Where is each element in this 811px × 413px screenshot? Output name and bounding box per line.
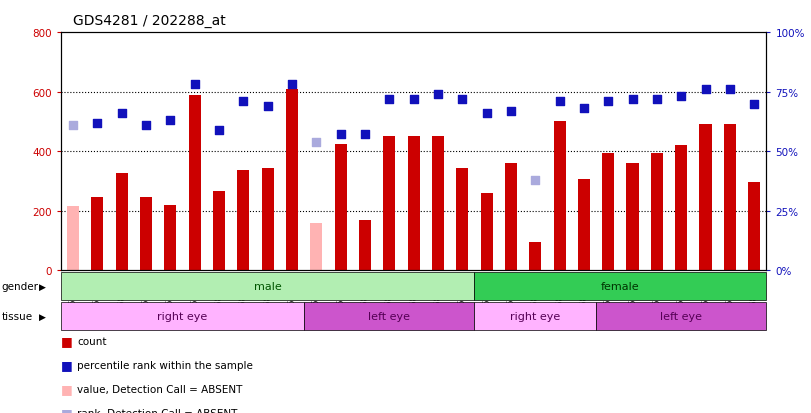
Bar xyxy=(115,174,127,271)
Point xyxy=(285,82,298,89)
Bar xyxy=(748,183,760,271)
Point xyxy=(480,110,493,117)
Bar xyxy=(456,168,469,271)
Point xyxy=(261,103,274,110)
Point xyxy=(237,99,250,105)
Bar xyxy=(480,193,492,271)
Bar xyxy=(67,206,79,271)
Point xyxy=(358,132,371,138)
Text: count: count xyxy=(77,336,106,346)
Bar xyxy=(650,153,663,271)
Text: ■: ■ xyxy=(61,382,72,395)
Text: female: female xyxy=(601,282,640,292)
Point xyxy=(334,132,347,138)
Bar xyxy=(285,90,298,271)
Point xyxy=(212,127,225,134)
Bar xyxy=(407,137,420,271)
Bar xyxy=(626,164,638,271)
Text: left eye: left eye xyxy=(368,311,410,321)
Bar xyxy=(504,164,517,271)
Text: ■: ■ xyxy=(61,334,72,347)
Text: value, Detection Call = ABSENT: value, Detection Call = ABSENT xyxy=(77,384,242,394)
Bar xyxy=(602,153,614,271)
Bar xyxy=(383,137,395,271)
Point xyxy=(650,96,663,103)
Point xyxy=(310,139,323,146)
Bar xyxy=(529,242,541,271)
Text: ■: ■ xyxy=(61,406,72,413)
Bar xyxy=(164,205,176,271)
Point xyxy=(748,101,761,108)
Bar xyxy=(188,95,200,271)
Bar xyxy=(723,125,736,271)
Point xyxy=(188,82,201,89)
Point xyxy=(67,122,79,129)
Bar xyxy=(212,192,225,271)
Point xyxy=(431,91,444,98)
Text: ▶: ▶ xyxy=(39,282,45,291)
Bar xyxy=(261,168,273,271)
Point xyxy=(577,106,590,112)
Text: GDS4281 / 202288_at: GDS4281 / 202288_at xyxy=(73,14,225,28)
Text: gender: gender xyxy=(2,282,39,292)
Bar xyxy=(675,146,687,271)
Bar xyxy=(237,171,249,271)
Bar xyxy=(431,137,444,271)
Point xyxy=(626,96,639,103)
Text: ■: ■ xyxy=(61,358,72,371)
Bar xyxy=(334,145,347,271)
Text: rank, Detection Call = ABSENT: rank, Detection Call = ABSENT xyxy=(77,408,238,413)
Text: tissue: tissue xyxy=(2,311,32,321)
Bar xyxy=(553,122,565,271)
Point xyxy=(407,96,420,103)
Point xyxy=(553,99,566,105)
Bar xyxy=(358,220,371,271)
Text: male: male xyxy=(254,282,281,292)
Point xyxy=(699,87,712,93)
Text: ▶: ▶ xyxy=(39,312,45,321)
Point xyxy=(164,118,177,124)
Point xyxy=(115,110,128,117)
Text: percentile rank within the sample: percentile rank within the sample xyxy=(77,360,253,370)
Text: left eye: left eye xyxy=(660,311,702,321)
Point xyxy=(602,99,615,105)
Point xyxy=(529,177,542,183)
Point xyxy=(91,120,104,127)
Bar xyxy=(139,198,152,271)
Text: right eye: right eye xyxy=(510,311,560,321)
Bar xyxy=(91,198,103,271)
Text: right eye: right eye xyxy=(157,311,208,321)
Point xyxy=(723,87,736,93)
Point xyxy=(139,122,152,129)
Point xyxy=(456,96,469,103)
Point xyxy=(504,108,517,115)
Point xyxy=(383,96,396,103)
Bar xyxy=(577,180,590,271)
Point xyxy=(675,94,688,100)
Bar xyxy=(699,125,711,271)
Bar xyxy=(310,223,322,271)
